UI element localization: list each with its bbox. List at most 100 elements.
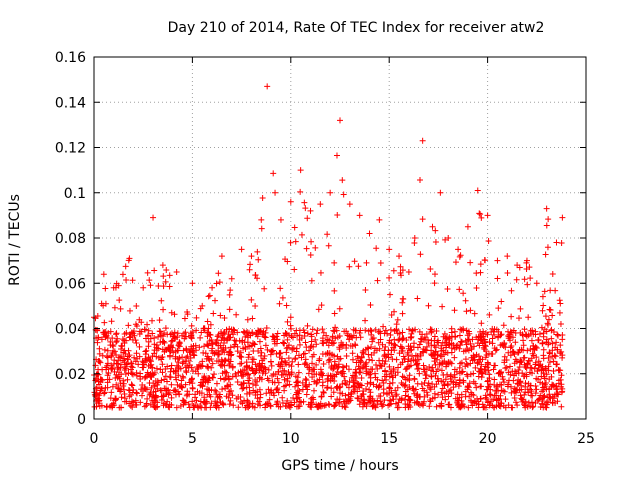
data-point (541, 288, 548, 295)
data-point (263, 324, 270, 331)
data-point (309, 360, 316, 367)
data-point (395, 404, 402, 411)
data-point (247, 261, 254, 268)
data-point (379, 377, 386, 384)
data-point (362, 317, 369, 324)
data-point (421, 366, 428, 373)
data-point (399, 347, 406, 354)
data-point (485, 377, 492, 384)
data-point (551, 352, 558, 359)
data-point (287, 314, 294, 321)
data-point (424, 392, 431, 399)
y-tick-label: 0.06 (55, 276, 86, 292)
data-point (525, 314, 532, 321)
data-point (156, 328, 163, 335)
data-point (103, 403, 110, 410)
data-point (485, 237, 492, 244)
data-point (254, 248, 261, 255)
data-point (310, 366, 317, 373)
data-point (226, 348, 233, 355)
data-point (416, 370, 423, 377)
data-point-peak (411, 235, 418, 241)
data-point (276, 300, 283, 307)
data-point (116, 354, 123, 361)
data-point (110, 343, 117, 350)
data-point (293, 389, 300, 396)
data-point (521, 391, 528, 398)
data-point (451, 328, 458, 335)
data-point (528, 337, 535, 344)
data-point (486, 391, 493, 398)
data-point (409, 327, 416, 334)
data-point (165, 386, 172, 393)
data-point (292, 383, 299, 390)
data-point (479, 356, 486, 363)
data-point (177, 402, 184, 409)
data-point (487, 392, 494, 399)
data-point (234, 378, 241, 385)
data-point (117, 388, 124, 395)
data-point (512, 399, 519, 406)
data-point (213, 280, 220, 287)
data-point (517, 305, 524, 312)
data-point (533, 386, 540, 393)
data-point (471, 353, 478, 360)
data-point (486, 311, 493, 318)
data-point (158, 297, 165, 304)
data-point (442, 236, 449, 243)
data-point (268, 348, 275, 355)
data-point (519, 331, 526, 338)
data-point (226, 306, 233, 313)
data-point (491, 331, 498, 338)
data-point (398, 344, 405, 351)
data-point (388, 400, 395, 407)
data-point (415, 365, 422, 372)
data-point (318, 370, 325, 377)
data-point (559, 354, 566, 361)
data-point (314, 327, 321, 334)
data-point-peak (405, 268, 412, 275)
data-point (236, 353, 243, 360)
data-point (216, 393, 223, 400)
data-point (284, 375, 291, 382)
data-point (377, 328, 384, 335)
data-point (521, 276, 528, 283)
data-point (214, 333, 221, 340)
data-point (159, 346, 166, 353)
data-point (341, 328, 348, 335)
data-point (465, 336, 472, 343)
data-point (484, 398, 491, 405)
data-point (240, 371, 247, 378)
data-point (507, 371, 514, 378)
data-point (344, 332, 351, 339)
data-point (313, 341, 320, 348)
data-point (508, 313, 515, 320)
data-point (189, 384, 196, 391)
data-point (406, 383, 413, 390)
data-point (391, 308, 398, 315)
y-tick-label: 0.12 (55, 141, 86, 157)
data-point (98, 336, 105, 343)
data-point (545, 216, 552, 223)
data-point-peak (173, 268, 180, 275)
data-point (371, 398, 378, 405)
data-point (473, 284, 480, 291)
data-point (174, 347, 181, 354)
data-point (127, 366, 134, 373)
data-point (237, 360, 244, 367)
data-point (414, 295, 421, 302)
data-point (257, 345, 264, 352)
data-point (155, 283, 162, 290)
data-point (381, 397, 388, 404)
data-point (282, 402, 289, 409)
data-point (508, 342, 515, 349)
data-point (482, 343, 489, 350)
data-point (417, 338, 424, 345)
data-point (479, 340, 486, 347)
data-point (524, 281, 531, 288)
data-point (526, 369, 533, 376)
data-point (404, 358, 411, 365)
data-points (91, 83, 566, 411)
data-point (401, 382, 408, 389)
data-point (411, 399, 418, 406)
